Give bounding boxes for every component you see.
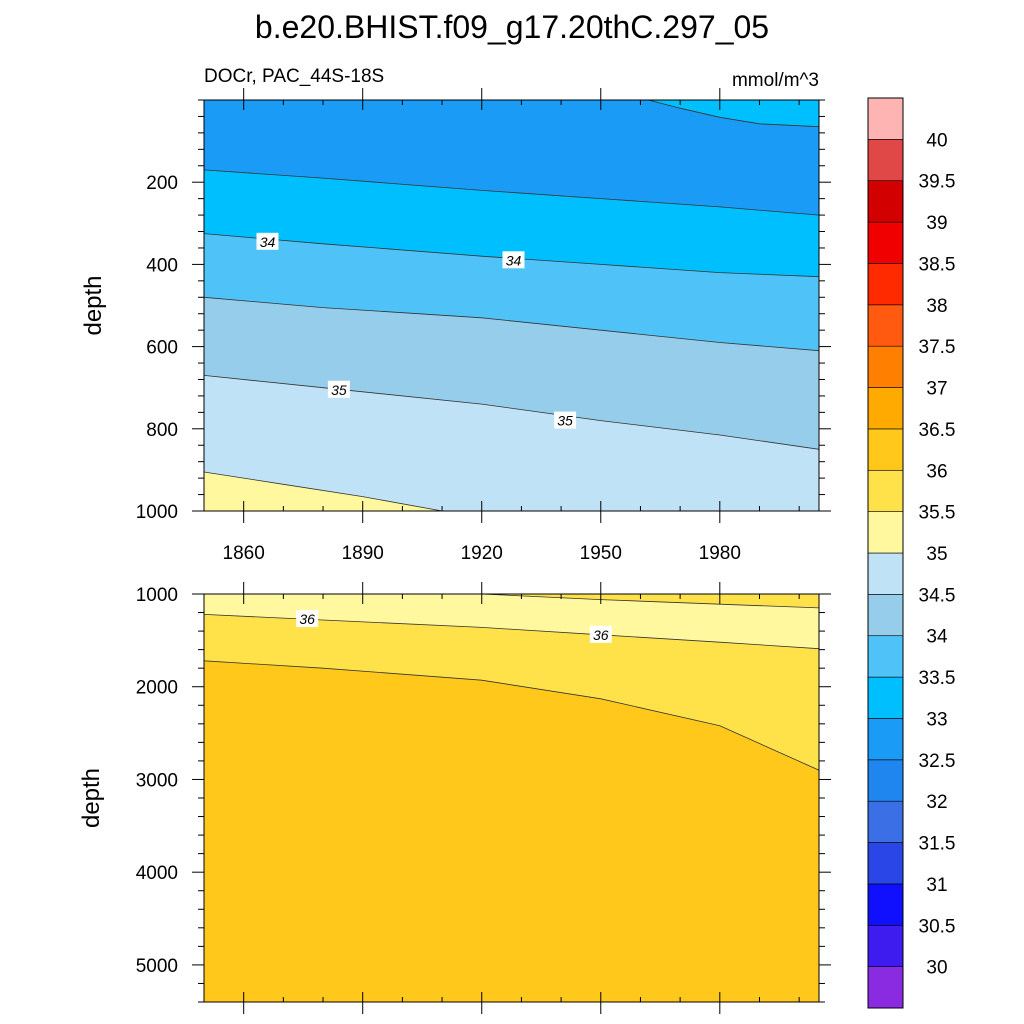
y-tick-label: 200: [146, 173, 178, 194]
colorbar-label: 30.5: [919, 916, 956, 937]
colorbar-swatch: [867, 221, 904, 264]
colorbar-label: 31.5: [919, 834, 956, 855]
y-tick-label: 600: [146, 338, 178, 359]
colorbar-label: 38.5: [919, 255, 956, 276]
colorbar-label: 33: [926, 710, 947, 731]
colorbar-label: 40: [926, 130, 947, 151]
contour-line: [648, 100, 819, 128]
x-tick-label: 1890: [342, 543, 384, 564]
x-tick-label: 1950: [580, 543, 622, 564]
colorbar-frame: [867, 97, 904, 1009]
colorbar-label: 35.5: [919, 503, 956, 524]
colorbar-label: 39.5: [919, 172, 956, 193]
colorbar-swatch: [867, 842, 904, 885]
colorbar-swatch: [867, 345, 904, 388]
colorbar-swatch: [867, 676, 904, 719]
colorbar-swatch: [867, 759, 904, 802]
colorbar-label: 37: [926, 379, 947, 400]
colorbar-swatch: [867, 97, 904, 140]
colorbar-label: 30: [926, 958, 947, 979]
contour-label-text: 35: [331, 382, 347, 398]
contour-label: 34: [502, 251, 525, 268]
y-tick-label: 3000: [136, 770, 178, 791]
colorbar-swatch: [867, 924, 904, 967]
contour-label: 35: [327, 380, 350, 398]
contour-label: 36: [296, 610, 319, 628]
y-axis-label: depth: [80, 275, 107, 335]
colorbar-label: 38: [926, 296, 947, 317]
colorbar-swatch: [867, 387, 904, 430]
y-tick-label: 400: [146, 255, 178, 276]
y-axis-label: depth: [78, 768, 105, 828]
colorbar-label: 31: [926, 875, 947, 896]
colorbar-swatch: [867, 635, 904, 678]
contour-label: 34: [256, 232, 279, 250]
y-tick-label: 1000: [136, 585, 178, 606]
x-tick-label: 1980: [699, 543, 741, 564]
upper-panel: 34 34 35 35 1860 1890 1920 1950 1980 200 400 600 800…: [80, 88, 831, 564]
contour-line: [204, 233, 819, 278]
contour-line: [204, 375, 819, 450]
contour-label-text: 34: [506, 252, 522, 268]
y-tick-label: 800: [146, 420, 178, 441]
colorbar-swatch: [867, 594, 904, 637]
contour-line: [204, 169, 819, 216]
colorbar: 30 30.5 31 31.5 32 32.5 33 33.5 34 34.5 35 35.5 36 36…: [867, 97, 956, 1009]
colorbar-label: 36: [926, 461, 947, 482]
y-tick-label: 4000: [136, 863, 178, 884]
figure-title: b.e20.BHIST.f09_g17.20thC.297_05: [255, 9, 769, 45]
lower-panel: 36 36 1000 2000 3000 4000 5000 depth: [78, 582, 831, 1014]
colorbar-label: 34.5: [919, 585, 956, 606]
colorbar-swatch: [867, 428, 904, 471]
colorbar-swatch: [867, 469, 904, 512]
colorbar-swatch: [867, 263, 904, 306]
contour-line: [204, 660, 819, 771]
colorbar-swatch: [867, 883, 904, 926]
colorbar-swatch: [867, 718, 904, 761]
colorbar-label: 36.5: [919, 420, 956, 441]
contour-label-text: 36: [299, 611, 315, 627]
contour-band: [204, 472, 819, 511]
contour-line: [481, 594, 819, 609]
colorbar-label: 39: [926, 213, 947, 234]
colorbar-label: 32: [926, 792, 947, 813]
x-tick-label: 1920: [461, 543, 503, 564]
contour-band: [204, 660, 819, 1002]
contour-label: 36: [589, 625, 612, 643]
colorbar-swatch: [867, 304, 904, 347]
colorbar-swatch: [867, 139, 904, 182]
colorbar-label: 33.5: [919, 668, 956, 689]
contour-label: 35: [554, 411, 577, 429]
colorbar-swatch: [867, 180, 904, 223]
colorbar-label: 32.5: [919, 751, 956, 772]
subtitle-left: DOCr, PAC_44S-18S: [204, 66, 384, 87]
colorbar-swatch: [867, 552, 904, 595]
contour-label-text: 35: [557, 413, 573, 429]
colorbar-label: 37.5: [919, 337, 956, 358]
colorbar-swatch: [867, 966, 904, 1009]
contour-line: [204, 296, 819, 352]
colorbar-swatch: [867, 511, 904, 554]
contour-label-text: 34: [260, 234, 276, 250]
y-tick-label: 1000: [136, 502, 178, 523]
colorbar-label: 35: [926, 544, 947, 565]
contour-band: [204, 375, 819, 511]
colorbar-label: 34: [926, 627, 948, 648]
y-tick-label: 5000: [136, 956, 178, 977]
plot-frame: [203, 99, 820, 512]
subtitle-right: mmol/m^3: [732, 70, 819, 91]
contour-line: [204, 471, 443, 511]
y-tick-label: 2000: [136, 678, 178, 699]
x-tick-label: 1860: [223, 543, 265, 564]
contour-label-text: 36: [593, 627, 609, 643]
colorbar-swatch: [867, 800, 904, 843]
